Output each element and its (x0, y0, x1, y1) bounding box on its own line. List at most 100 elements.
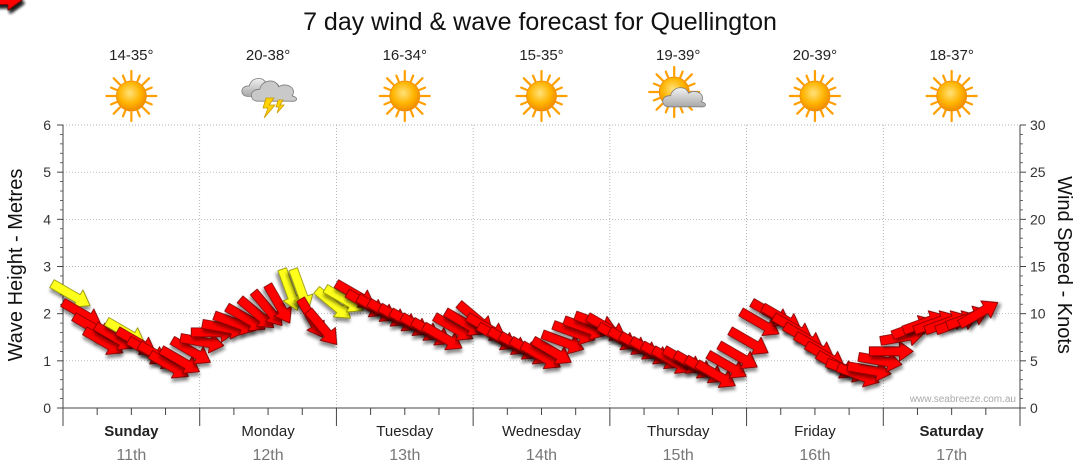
forecast-temp: 18-37° (929, 47, 973, 64)
sun-ray (684, 73, 693, 82)
x-date-label: 12th (253, 447, 284, 464)
sun-ray (414, 77, 424, 86)
wind-arrow-shape (313, 286, 351, 319)
sun-ray (121, 74, 127, 83)
wind-arrow-shape (868, 340, 914, 362)
x-day-label: Saturday (920, 423, 985, 440)
wind-arrow (304, 307, 338, 345)
y-left-tick-label: 6 (43, 117, 51, 133)
sun-ray (793, 101, 802, 106)
y-right-tick-label: 30 (1030, 117, 1046, 133)
sun-icon (105, 69, 158, 123)
sun-ray (825, 77, 834, 86)
sun-ray (930, 86, 938, 91)
wind-arrow (49, 279, 91, 308)
x-day-label: Friday (794, 423, 836, 440)
sun-ray (145, 86, 153, 91)
sun-ray (655, 73, 665, 82)
sun-ray (386, 77, 395, 86)
sun-ray (652, 97, 661, 102)
wind-arrow-shape (49, 279, 91, 308)
forecast-temp: 15-35° (519, 47, 563, 64)
wind-arrows (0, 0, 999, 388)
partly-cloudy-icon (648, 65, 706, 119)
sun-ray (961, 106, 971, 115)
sun-disc (526, 80, 557, 112)
forecast-temp: 19-39° (656, 47, 700, 64)
watermark: www.seabreeze.com.au (909, 394, 1016, 405)
sun-ray (531, 74, 537, 83)
x-day-label: Thursday (647, 423, 710, 440)
y-right-tick-label: 10 (1030, 306, 1046, 322)
wind-arrow-shape (705, 350, 747, 379)
sun-ray (136, 74, 141, 83)
y-left-tick-label: 3 (43, 259, 51, 275)
wind-arrow-shape (738, 307, 780, 336)
wind-arrow-shape (249, 288, 283, 327)
x-day-label: Wednesday (502, 423, 581, 440)
sun-ray (679, 70, 684, 79)
wind-arrow-shape (158, 345, 200, 374)
daily-forecast-row: 14-35° 20-38° 16-34° 15-35° 19-39° 20-39° 18-3… (105, 47, 978, 123)
forecast-temp: 20-39° (793, 47, 837, 64)
sun-icon (378, 69, 431, 123)
sun-ray (965, 86, 974, 91)
sun-ray (409, 74, 415, 83)
sun-ray (819, 109, 825, 118)
y-axis-left-label: Wave Height - Metres (5, 169, 27, 362)
plot-axes: 0 1 2 3 4 5 6 0 5 10 15 20 25 30 (43, 117, 1046, 426)
sun-disc (115, 80, 147, 112)
sun-ray (655, 102, 665, 111)
sun-ray (520, 86, 528, 91)
y-right-tick-label: 15 (1030, 259, 1046, 275)
y-right-tick-label: 0 (1030, 400, 1038, 416)
sun-ray (520, 101, 528, 106)
sun-ray (825, 106, 834, 115)
wind-arrow (857, 351, 903, 373)
sun-ray (112, 77, 122, 86)
sun-ray (932, 77, 942, 86)
y-left-tick-label: 5 (43, 164, 51, 180)
wind-arrow-shape (846, 361, 892, 382)
wind-arrow-shape (540, 329, 585, 355)
sun-ray (805, 109, 810, 118)
x-axis-day-labels: Sunday 11th Monday 12th Tuesday 13th Wednesday… (104, 423, 984, 464)
sun-ray (395, 109, 400, 118)
sun-icon (788, 69, 842, 123)
wind-arrow-shape (169, 336, 211, 365)
sun-ray (531, 109, 537, 118)
sun-ray (664, 70, 670, 79)
y-right-tick-label: 5 (1030, 353, 1038, 369)
wind-arrow-shape (857, 351, 903, 373)
forecast-temp: 14-35° (109, 47, 153, 64)
sun-ray (121, 109, 127, 118)
y-left-tick-label: 2 (43, 306, 51, 322)
x-day-label: Monday (241, 423, 295, 440)
wind-arrow-shape (530, 336, 572, 365)
sun-ray (383, 101, 392, 106)
sun-ray (112, 106, 122, 115)
sun-ray (956, 109, 962, 118)
wind-arrow (263, 282, 292, 324)
y-left-tick-label: 0 (43, 400, 51, 416)
wind-arrow (694, 359, 736, 388)
wind-arrow (249, 288, 283, 327)
sun-ray (932, 106, 942, 115)
sun-ray (383, 86, 392, 91)
sun-ray (136, 109, 141, 118)
forecast-temp: 16-34° (383, 47, 427, 64)
wind-arrow (738, 307, 780, 336)
sun-ray (805, 74, 810, 83)
x-date-label: 13th (389, 447, 420, 464)
sun-disc (389, 80, 421, 112)
sun-ray (141, 77, 151, 86)
sun-ray (145, 101, 153, 106)
sun-ray (555, 86, 563, 91)
y-left-tick-label: 4 (43, 211, 51, 227)
sun-ray (414, 106, 424, 115)
x-day-label: Sunday (104, 423, 159, 440)
wind-arrow (716, 340, 758, 370)
wind-arrow-shape (0, 0, 23, 11)
x-date-label: 11th (116, 447, 146, 464)
sun-ray (555, 101, 563, 106)
